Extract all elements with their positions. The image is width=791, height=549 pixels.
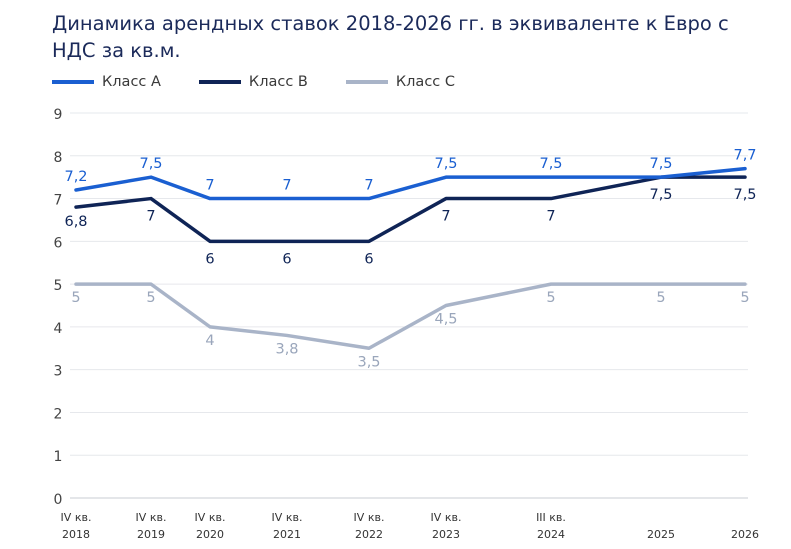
y-tick-label: 3	[54, 364, 63, 380]
legend-swatch-class-c	[345, 80, 388, 84]
data-label: 5	[71, 290, 80, 306]
series-line-class-c	[74, 282, 747, 351]
x-tick-label-year: 2024	[537, 528, 565, 541]
data-label: 7	[441, 209, 450, 225]
x-tick-label-year: 2026	[731, 528, 759, 541]
data-label: 4,5	[434, 312, 457, 328]
series-line-class-b	[74, 175, 747, 244]
data-label: 5	[546, 290, 555, 306]
x-tick-label-quarter: IV кв.	[354, 511, 385, 524]
data-label: 5	[740, 290, 749, 306]
x-tick-label-year: 2023	[432, 528, 460, 541]
data-label: 7,5	[733, 187, 756, 203]
x-tick-label-quarter: IV кв.	[136, 511, 167, 524]
legend-item-class-a: Класс А	[52, 74, 161, 90]
chart-title: Динамика арендных ставок 2018-2026 гг. в…	[52, 12, 729, 62]
legend-label-class-a: Класс А	[102, 74, 161, 90]
x-tick-label-year: 2019	[137, 528, 165, 541]
x-tick-label-year: 2020	[196, 528, 224, 541]
data-label: 7	[205, 178, 214, 194]
x-tick-label-quarter: IV кв.	[61, 511, 92, 524]
data-label: 6,8	[64, 214, 87, 230]
legend-label-class-c: Класс С	[395, 74, 456, 90]
y-tick-label: 7	[54, 193, 63, 209]
data-label: 3,8	[275, 341, 298, 357]
y-tick-label: 9	[54, 107, 63, 123]
data-label: 6	[205, 251, 214, 267]
series-line-class-a	[74, 166, 747, 201]
x-tick-label-year: 2018	[62, 528, 90, 541]
data-label: 7	[546, 209, 555, 225]
data-label: 7,5	[139, 156, 162, 172]
y-tick-label: 8	[54, 150, 63, 166]
data-label: 6	[364, 251, 373, 267]
data-label: 5	[656, 290, 665, 306]
data-label: 7,2	[64, 169, 87, 185]
legend-item-class-b: Класс В	[198, 74, 308, 90]
data-label: 6	[282, 251, 291, 267]
legend-label-class-b: Класс В	[248, 74, 308, 90]
data-label: 7,5	[539, 156, 562, 172]
x-tick-label-quarter: IV кв.	[431, 511, 462, 524]
legend-swatch-class-a	[52, 80, 94, 84]
x-tick-label-year: 2021	[273, 528, 301, 541]
y-tick-label: 4	[54, 321, 63, 337]
data-label: 7,5	[649, 156, 672, 172]
x-tick-label-year: 2022	[355, 528, 383, 541]
data-label: 7,5	[434, 156, 457, 172]
y-tick-label: 2	[54, 406, 63, 422]
data-label: 7,5	[649, 187, 672, 203]
data-label: 3,5	[357, 354, 380, 370]
x-tick-label-quarter: IV кв.	[272, 511, 303, 524]
y-tick-label: 1	[54, 449, 63, 465]
legend: Класс А Класс В Класс С	[52, 72, 493, 92]
legend-item-class-c: Класс С	[345, 74, 456, 90]
x-tick-label-quarter: IV кв.	[195, 511, 226, 524]
data-label: 7	[282, 178, 291, 194]
x-tick-label-year: 2025	[647, 528, 675, 541]
y-tick-label: 5	[54, 278, 63, 294]
data-label: 4	[205, 333, 214, 349]
data-label: 7,7	[733, 148, 756, 164]
data-label: 7	[146, 209, 155, 225]
legend-swatch-class-b	[198, 80, 241, 84]
data-label: 5	[146, 290, 155, 306]
y-tick-label: 6	[54, 235, 63, 251]
data-label: 7	[364, 178, 373, 194]
y-tick-label: 0	[54, 492, 63, 508]
x-tick-label-quarter: III кв.	[536, 511, 566, 524]
